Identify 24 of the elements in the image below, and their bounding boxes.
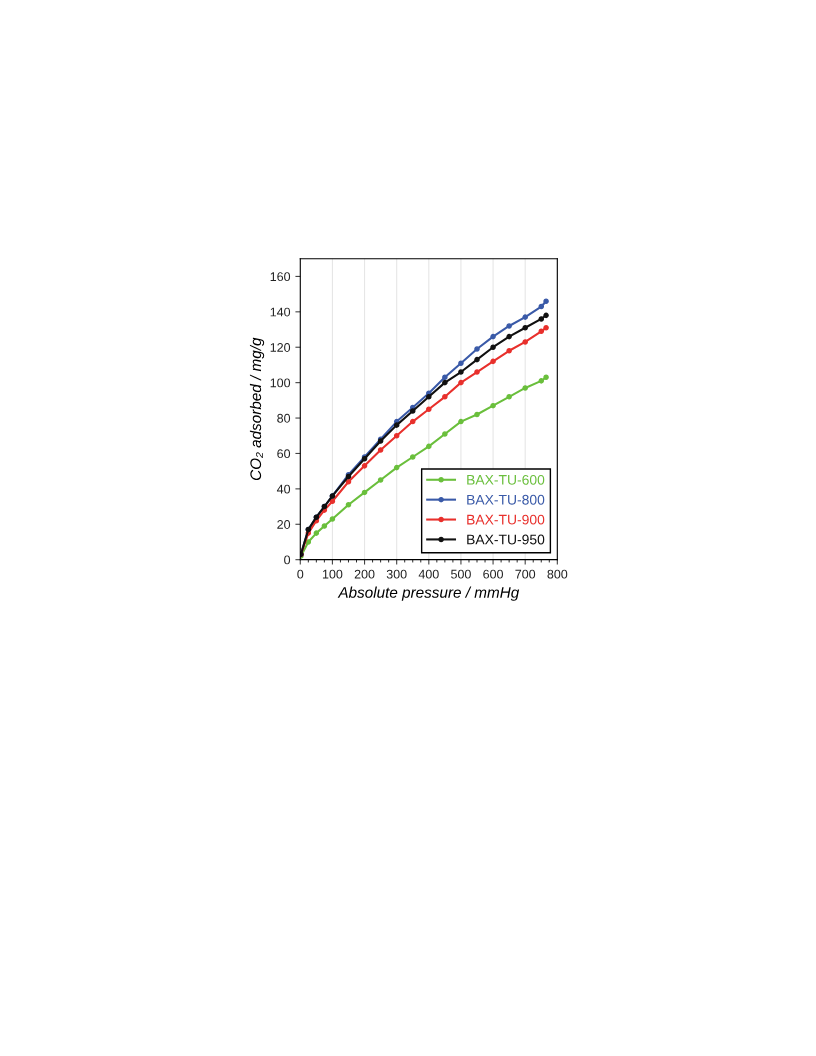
x-tick-label: 700 xyxy=(515,569,536,579)
legend-label: BAX-TU-950 xyxy=(467,534,545,545)
x-tick-label: 800 xyxy=(547,569,568,579)
y-tick-label: 40 xyxy=(276,484,291,494)
legend-label: BAX-TU-900 xyxy=(467,514,545,525)
y-tick-label: 60 xyxy=(277,449,291,459)
y-tick-label: 80 xyxy=(277,413,291,423)
y-tick-label: 140 xyxy=(270,307,291,317)
x-tick-label: 600 xyxy=(483,569,504,579)
x-tick-label: 200 xyxy=(354,569,375,579)
y-tick-label: 120 xyxy=(270,343,291,352)
x-tick-label: 0 xyxy=(297,569,304,579)
x-tick-label: 300 xyxy=(386,569,407,579)
y-tick-label: 100 xyxy=(270,378,291,388)
y-axis-title: CO₂ adsorbed / mg/g xyxy=(249,337,265,481)
x-tick-label: 100 xyxy=(322,569,343,579)
x-axis-title: Absolute pressure / mmHg xyxy=(337,586,520,601)
y-tick-label: 160 xyxy=(270,272,291,282)
y-tick-label: 20 xyxy=(277,520,291,529)
legend-label: BAX-TU-800 xyxy=(467,494,545,505)
x-tick-label: 500 xyxy=(451,569,471,579)
y-tick-label: 0 xyxy=(284,555,291,565)
legend-label: BAX-TU-600 xyxy=(467,474,545,485)
x-tick-label: 400 xyxy=(418,569,439,579)
